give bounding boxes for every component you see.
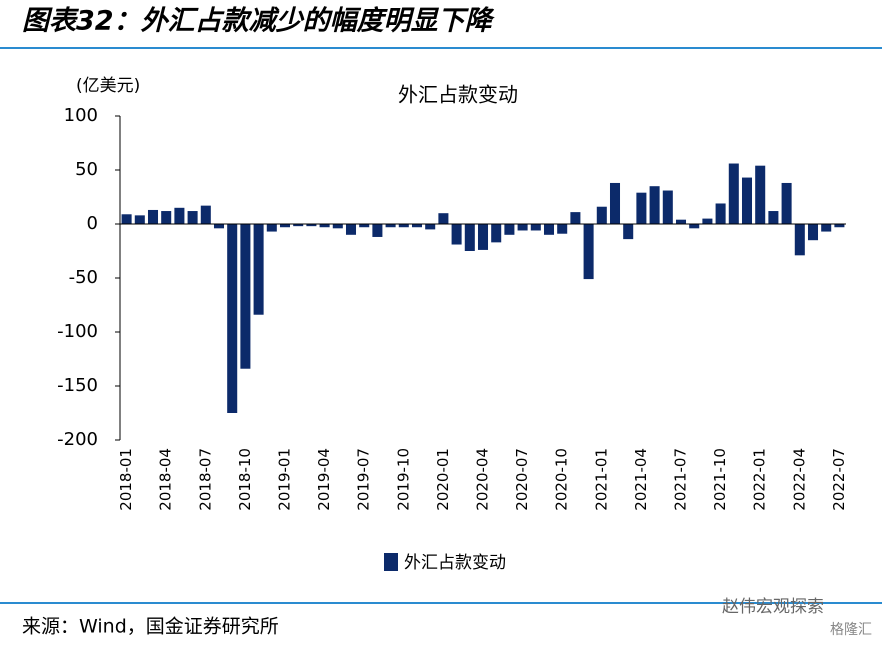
- y-tick-label: -150: [57, 375, 98, 396]
- bar: [702, 218, 713, 224]
- bar: [451, 224, 462, 245]
- bar: [147, 209, 159, 224]
- bar: [121, 214, 132, 224]
- bar: [649, 186, 660, 224]
- bar: [689, 224, 700, 229]
- x-tick-label: 2021-04: [632, 448, 650, 511]
- bar: [161, 211, 172, 224]
- watermark-2: 格隆汇: [830, 622, 872, 638]
- bar: [372, 224, 383, 237]
- y-tick-label: -100: [57, 321, 98, 342]
- bar: [464, 224, 475, 251]
- bar: [570, 212, 581, 224]
- bar: [332, 224, 343, 229]
- bar: [491, 224, 502, 243]
- x-tick-label: 2021-01: [592, 448, 610, 511]
- x-tick-label: 2020-04: [474, 448, 492, 511]
- bar: [543, 224, 555, 235]
- bar: [807, 224, 819, 241]
- x-tick-label: 2020-10: [553, 448, 571, 511]
- x-tick-label: 2021-10: [711, 448, 729, 511]
- bar: [187, 211, 198, 224]
- y-axis-label: (亿美元): [76, 76, 140, 96]
- x-tick-label: 2020-01: [434, 448, 452, 511]
- bar: [279, 224, 291, 228]
- bar: [319, 224, 330, 228]
- y-tick-label: -50: [69, 267, 98, 288]
- bar: [213, 224, 225, 229]
- y-tick-label: 0: [87, 213, 98, 234]
- bar: [398, 224, 409, 228]
- bar: [583, 224, 594, 280]
- x-tick-label: 2019-04: [315, 448, 333, 511]
- bar: [715, 203, 726, 224]
- bar: [530, 224, 541, 231]
- x-tick-label: 2022-04: [790, 448, 808, 511]
- bar: [411, 224, 423, 228]
- x-tick-label: 2021-07: [672, 448, 690, 511]
- bar: [174, 207, 185, 224]
- bar: [821, 224, 832, 232]
- x-tick-label: 2019-10: [394, 448, 412, 511]
- bar: [728, 163, 739, 224]
- watermark: 赵伟宏观探索: [722, 597, 824, 617]
- bar: [504, 224, 515, 235]
- x-tick-label: 2018-04: [157, 448, 175, 511]
- source-note: 来源：Wind，国金证券研究所: [22, 616, 279, 638]
- bar: [425, 224, 436, 230]
- bar: [293, 224, 304, 227]
- bar: [477, 224, 489, 250]
- bar: [609, 182, 621, 224]
- x-tick-label: 2019-07: [355, 448, 373, 511]
- bar: [306, 224, 317, 227]
- bar: [768, 211, 779, 224]
- bar: [596, 206, 607, 224]
- x-tick-label: 2022-01: [751, 448, 769, 511]
- bar: [834, 224, 845, 228]
- bar: [240, 224, 251, 369]
- bar: [345, 224, 357, 235]
- bar: [755, 165, 766, 224]
- x-tick-label: 2018-07: [196, 448, 214, 511]
- bar: [517, 224, 528, 231]
- bar: [781, 182, 792, 224]
- x-tick-label: 2020-07: [513, 448, 531, 511]
- bar: [385, 224, 396, 228]
- x-tick-label: 2018-01: [117, 448, 135, 511]
- legend-swatch: [384, 553, 398, 571]
- chart-title: 外汇占款变动: [398, 83, 518, 107]
- bar: [253, 224, 264, 315]
- bar: [200, 205, 211, 224]
- bar: [227, 224, 238, 413]
- x-tick-label: 2018-10: [236, 448, 254, 511]
- bar: [438, 213, 449, 224]
- x-tick-label: 2019-01: [276, 448, 294, 511]
- bar: [623, 224, 634, 240]
- bar: [359, 224, 370, 228]
- bar: [134, 215, 145, 224]
- page-title: 图表32：外汇占款减少的幅度明显下降: [22, 6, 496, 37]
- y-tick-label: 50: [75, 159, 98, 180]
- bar: [675, 219, 687, 224]
- bar: [794, 224, 805, 256]
- y-tick-label: -200: [57, 429, 98, 450]
- legend-label: 外汇占款变动: [404, 553, 506, 573]
- bar: [557, 224, 568, 234]
- bar: [266, 224, 277, 232]
- x-tick-label: 2022-07: [830, 448, 848, 511]
- bar: [662, 190, 673, 224]
- bar: [741, 177, 753, 224]
- y-tick-label: 100: [64, 105, 98, 126]
- bar: [636, 192, 647, 224]
